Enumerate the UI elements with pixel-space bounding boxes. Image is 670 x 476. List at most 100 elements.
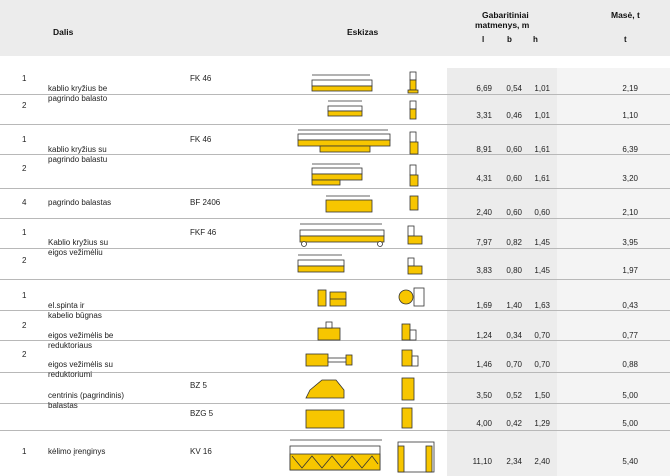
row-separator — [0, 279, 670, 280]
row-mass: 0,88 — [622, 360, 638, 369]
sketch-fk46-long — [311, 74, 373, 92]
sketch-fk46-ballast-short — [311, 163, 363, 186]
row-name: Kablio kryžius su — [48, 238, 109, 247]
row-h: 2,40 — [534, 457, 550, 466]
row-separator — [0, 124, 670, 125]
row-mass: 6,39 — [622, 145, 638, 154]
row-b: 0,46 — [506, 111, 522, 120]
row-name: kėlimo įrenginys — [48, 447, 106, 456]
row-mass: 2,19 — [622, 84, 638, 93]
row-qty: 1 — [22, 291, 27, 300]
sketch-fkf46-long — [299, 223, 385, 247]
sketch-side-5 — [409, 195, 419, 211]
row-mass: 2,10 — [622, 208, 638, 217]
row-qty: 2 — [22, 321, 27, 330]
row-name: eigos vežimėlis be — [48, 331, 114, 340]
sketch-side-12 — [401, 407, 413, 429]
row-l: 1,46 — [476, 360, 492, 369]
row-h: 1,45 — [534, 266, 550, 275]
row-b: 0,60 — [506, 208, 522, 217]
row-separator — [0, 430, 670, 431]
row-l: 3,31 — [476, 111, 492, 120]
row-l: 3,50 — [476, 391, 492, 400]
sketch-side-13 — [397, 441, 435, 473]
row-mass: 5,00 — [622, 391, 638, 400]
row-b: 0,80 — [506, 266, 522, 275]
row-b: 2,34 — [506, 457, 522, 466]
table-header: Dalis Eskizas Gabaritiniai matmenys, m l… — [0, 0, 670, 56]
row-code: KV 16 — [190, 447, 212, 456]
row-h: 1,50 — [534, 391, 550, 400]
sketch-side-6 — [407, 225, 423, 245]
row-h: 1,63 — [534, 301, 550, 310]
row-h: 0,70 — [534, 331, 550, 340]
sketch-side-3 — [409, 131, 419, 155]
row-qty: 2 — [22, 256, 27, 265]
row-name-line2: kabelio būgnas — [48, 311, 102, 320]
row-qty: 1 — [22, 447, 27, 456]
row-l: 7,97 — [476, 238, 492, 247]
row-h: 1,61 — [534, 174, 550, 183]
row-name: kablio kryžius be — [48, 84, 108, 93]
sketch-side-1 — [407, 71, 419, 94]
row-name-line2: reduktoriumi — [48, 370, 93, 379]
row-mass: 1,97 — [622, 266, 638, 275]
row-h: 1,01 — [534, 111, 550, 120]
row-name: kablio kryžius su — [48, 145, 107, 154]
row-code: BF 2406 — [190, 198, 221, 207]
sketch-side-9 — [401, 323, 417, 341]
unit-h: h — [533, 35, 538, 44]
sketch-side-8 — [398, 287, 425, 307]
col-dalis: Dalis — [53, 27, 74, 37]
unit-b: b — [507, 35, 512, 44]
sketch-side-4 — [409, 164, 419, 187]
row-separator — [0, 218, 670, 219]
row-b: 0,60 — [506, 145, 522, 154]
row-l: 3,83 — [476, 266, 492, 275]
row-name-line2: eigos vežimėliu — [48, 248, 103, 257]
row-mass: 5,40 — [622, 457, 638, 466]
row-mass: 3,20 — [622, 174, 638, 183]
row-mass: 0,77 — [622, 331, 638, 340]
row-qty: 2 — [22, 164, 27, 173]
row-b: 1,40 — [506, 301, 522, 310]
row-b: 0,54 — [506, 84, 522, 93]
row-b: 0,42 — [506, 419, 522, 428]
row-separator — [0, 310, 670, 311]
mass-band — [557, 68, 670, 476]
row-mass: 1,10 — [622, 111, 638, 120]
sketch-trolley-reducer — [305, 353, 353, 367]
sketch-fk46-ballast-long — [297, 129, 391, 153]
row-separator — [0, 403, 670, 404]
row-separator — [0, 94, 670, 95]
row-l: 8,91 — [476, 145, 492, 154]
col-matmenys: matmenys, m — [475, 20, 530, 30]
row-l: 1,24 — [476, 331, 492, 340]
sketch-trolley — [317, 321, 341, 341]
sketch-kv16 — [289, 439, 382, 471]
row-code: FK 46 — [190, 135, 212, 144]
row-name-line2: balastas — [48, 401, 78, 410]
row-b: 0,34 — [506, 331, 522, 340]
row-separator — [0, 248, 670, 249]
row-l: 6,69 — [476, 84, 492, 93]
row-name-line2: pagrindo balastu — [48, 155, 108, 164]
row-h: 1,01 — [534, 84, 550, 93]
sketch-fkf46-short — [297, 254, 345, 273]
row-h: 1,29 — [534, 419, 550, 428]
row-b: 0,82 — [506, 238, 522, 247]
row-name: centrinis (pagrindinis) — [48, 391, 125, 400]
sketch-side-10 — [401, 349, 419, 367]
sketch-cabinet-drum — [317, 289, 347, 307]
row-b: 0,60 — [506, 174, 522, 183]
sketch-ballast — [325, 195, 373, 213]
row-mass: 3,95 — [622, 238, 638, 247]
row-b: 0,52 — [506, 391, 522, 400]
row-h: 0,70 — [534, 360, 550, 369]
row-l: 1,69 — [476, 301, 492, 310]
row-code: BZG 5 — [190, 409, 214, 418]
row-mass: 0,43 — [622, 301, 638, 310]
row-code: BZ 5 — [190, 381, 207, 390]
row-qty: 2 — [22, 350, 27, 359]
